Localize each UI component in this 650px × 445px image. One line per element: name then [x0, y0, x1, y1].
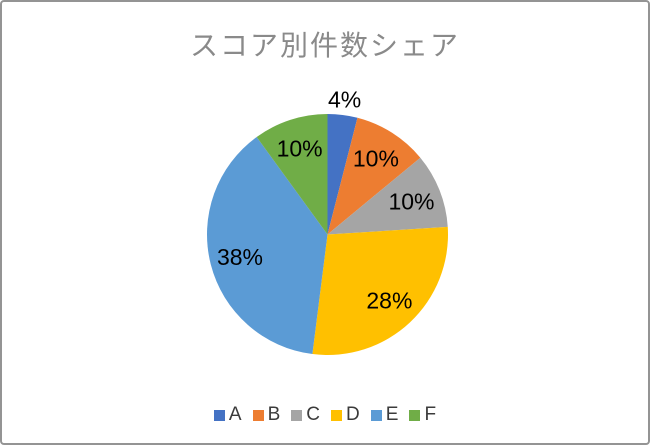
- legend-swatch-C: [291, 409, 303, 421]
- pie-slice-C: [327, 157, 448, 235]
- legend-item-F: F: [409, 404, 436, 426]
- pie-slice-F: [256, 114, 328, 235]
- legend-swatch-F: [409, 409, 421, 421]
- legend-item-D: D: [331, 404, 360, 426]
- data-label-C: 10%: [388, 188, 434, 214]
- legend-swatch-A: [213, 409, 225, 421]
- chart-title: スコア別件数シェア: [189, 30, 460, 61]
- legend-label-C: C: [306, 404, 321, 425]
- pie-slice-D: [312, 226, 448, 356]
- pie-slice-B: [327, 117, 421, 235]
- pie-slice-A: [327, 114, 358, 235]
- legend-item-B: B: [252, 404, 281, 426]
- data-label-F: 10%: [277, 136, 323, 162]
- legend-swatch-D: [331, 409, 343, 421]
- pie-slice-E: [206, 137, 328, 355]
- chart-legend: A B C D E F: [2, 402, 648, 428]
- legend-swatch-B: [252, 409, 264, 421]
- legend-label-B: B: [267, 404, 281, 425]
- legend-label-E: E: [385, 404, 399, 425]
- legend-item-E: E: [370, 404, 399, 426]
- data-label-A: 4%: [328, 86, 361, 112]
- legend-swatch-E: [370, 409, 382, 421]
- data-label-D: 28%: [366, 287, 412, 313]
- legend-label-D: D: [346, 404, 360, 425]
- legend-item-A: A: [213, 404, 242, 426]
- data-label-E: 38%: [217, 244, 263, 270]
- legend-label-F: F: [424, 404, 437, 425]
- legend-label-A: A: [228, 404, 242, 425]
- data-label-B: 10%: [353, 145, 399, 171]
- legend-item-C: C: [291, 404, 320, 426]
